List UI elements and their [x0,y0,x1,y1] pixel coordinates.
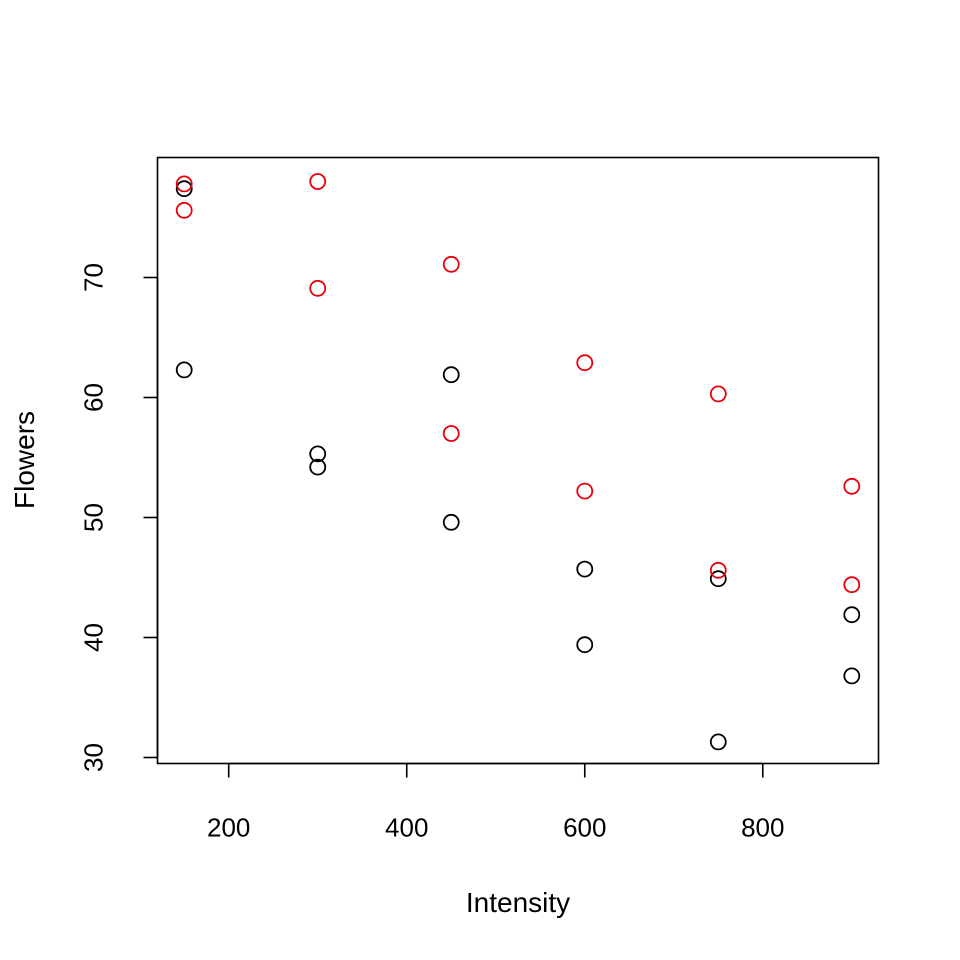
black-data-point [709,570,727,588]
red-data-point [175,201,193,219]
x-tick-label: 400 [385,813,428,843]
y-tick-label: 30 [79,743,109,772]
red-data-point [843,576,861,594]
black-data-point [442,366,460,384]
black-data-point [175,361,193,379]
red-data-point [843,477,861,495]
x-tick-label: 800 [741,813,784,843]
red-data-point [576,354,594,372]
black-data-point [709,733,727,751]
y-axis: 30 40 50 60 70 [79,263,159,772]
plot-frame [156,156,880,765]
y-tick-label: 50 [79,503,109,532]
black-data-point [309,458,327,476]
red-data-point [309,173,327,190]
red-data-point [576,482,594,500]
x-axis-title: Intensity [466,887,570,918]
red-data-point [709,385,727,403]
red-data-point [442,425,460,442]
black-data-point [309,445,327,463]
black-data-point [843,606,861,624]
y-tick-label: 70 [79,263,109,292]
red-data-point [309,279,327,297]
x-tick-label: 200 [207,813,250,843]
red-data-point [442,255,460,273]
x-tick-label: 600 [563,813,606,843]
y-axis-title: Flowers [9,411,40,509]
data-points [175,173,861,751]
y-tick-label: 40 [79,623,109,652]
red-data-point [709,561,727,579]
y-tick-label: 60 [79,383,109,412]
red-data-point [175,175,193,193]
black-data-point [576,636,594,654]
black-data-point [175,180,193,198]
black-data-point [442,513,460,531]
x-axis: 200 400 600 800 [207,762,784,843]
black-data-point [843,667,861,685]
black-data-point [576,560,594,578]
